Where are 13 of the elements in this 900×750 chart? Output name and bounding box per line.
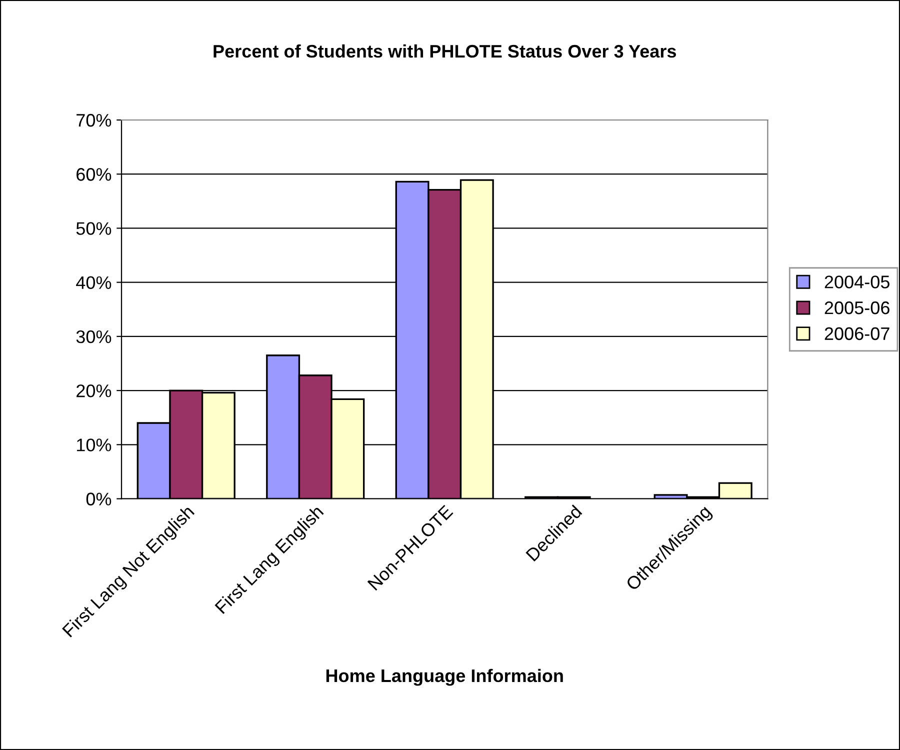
chart-title: Percent of Students with PHLOTE Status Over 3 Years bbox=[214, 44, 676, 58]
y-tick-label: 20% bbox=[76, 384, 112, 398]
legend-label: 2006-07 bbox=[824, 327, 890, 340]
y-tick-label: 40% bbox=[76, 276, 112, 290]
x-axis-title: Home Language Informaion bbox=[326, 668, 563, 686]
y-tick-label: 0% bbox=[86, 492, 112, 506]
y-tick-label: 10% bbox=[77, 438, 112, 452]
y-tick-label: 70% bbox=[76, 114, 112, 127]
y-tick-label: 30% bbox=[76, 330, 112, 344]
legend-label: 2004-05 bbox=[824, 276, 890, 288]
y-tick-label: 50% bbox=[76, 222, 112, 235]
y-tick-label: 60% bbox=[76, 168, 112, 181]
legend-label: 2005-06 bbox=[824, 301, 890, 314]
